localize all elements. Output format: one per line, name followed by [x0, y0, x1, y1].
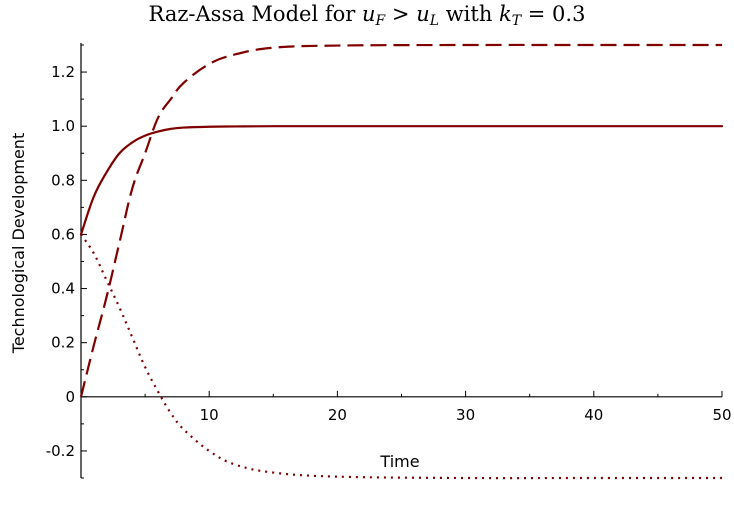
- y-tick-label: -0.2: [46, 442, 75, 460]
- series-line-solid: [79, 125, 724, 236]
- x-tick-label: 40: [584, 406, 603, 424]
- y-tick-label: 0.4: [51, 280, 75, 298]
- x-tick-label: 50: [712, 406, 731, 424]
- y-axis-label: Technological Development: [9, 133, 28, 354]
- y-tick-label: 1.0: [51, 117, 75, 135]
- y-tick-label: 0.8: [51, 171, 75, 189]
- y-tick-label: 1.2: [51, 63, 75, 81]
- series-line-dashed: [79, 43, 722, 398]
- x-axis-label: Time: [379, 452, 419, 471]
- y-tick-label: 0: [65, 388, 75, 406]
- series-line-dotted: [80, 233, 722, 480]
- x-tick-label: 30: [456, 406, 475, 424]
- chart-title: Raz-Assa Model for uF > uL with kT = 0.3: [149, 2, 586, 29]
- axes: -0.2 0 0.2 0.4 0.6 0.8 1.0 1.2 10 20 30 40 50: [46, 43, 732, 479]
- series-layer: [79, 43, 724, 480]
- x-tick-label: 10: [200, 406, 219, 424]
- y-tick-label: 0.2: [51, 334, 75, 352]
- y-tick-label: 0.6: [51, 225, 75, 243]
- x-tick-label: 20: [328, 406, 347, 424]
